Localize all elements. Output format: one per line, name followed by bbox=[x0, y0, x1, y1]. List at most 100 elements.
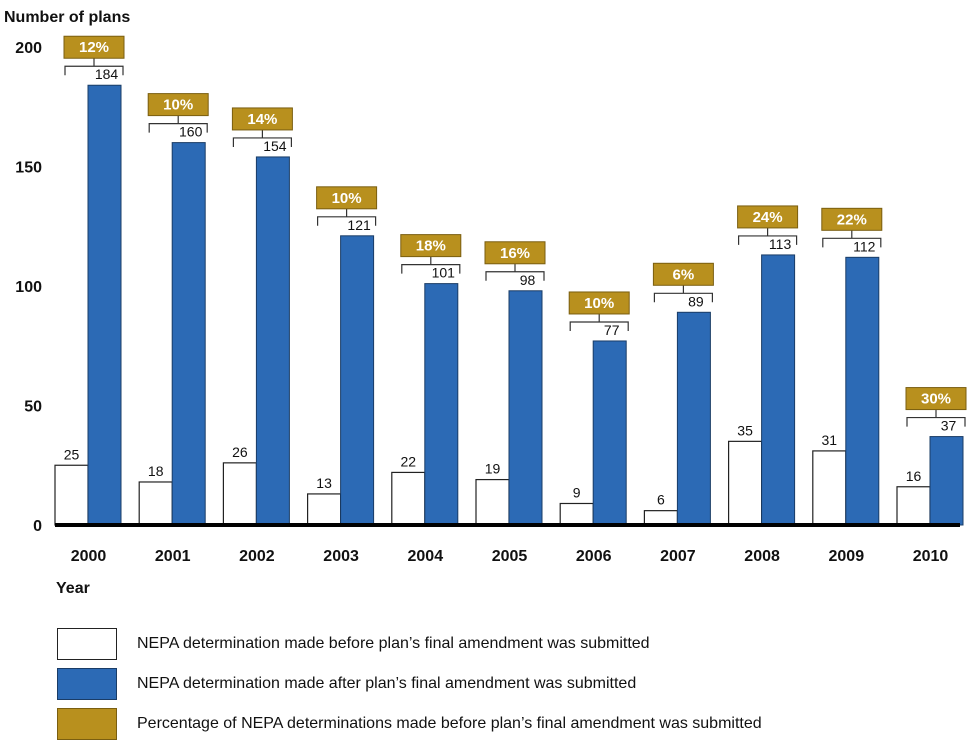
percentage-box bbox=[737, 205, 799, 229]
percentage-label: 10% bbox=[163, 97, 193, 114]
data-label-after: 37 bbox=[941, 418, 957, 434]
data-label-before: 19 bbox=[485, 461, 501, 477]
bar-after bbox=[929, 436, 964, 526]
data-label-before: 31 bbox=[822, 432, 838, 448]
legend-item-after: NEPA determination made after plan’s fin… bbox=[57, 668, 917, 702]
x-axis-title: Year bbox=[56, 580, 90, 597]
data-label-after: 98 bbox=[520, 272, 536, 288]
data-label-before: 9 bbox=[573, 484, 581, 500]
legend-label-before: NEPA determination made before plan’s fi… bbox=[137, 635, 650, 652]
bar-after bbox=[340, 235, 375, 526]
legend-item-percentage: Percentage of NEPA determinations made b… bbox=[57, 708, 917, 742]
bar-before bbox=[138, 481, 173, 526]
percentage-label: 18% bbox=[416, 238, 446, 255]
percentage-bracket bbox=[485, 271, 545, 281]
y-tick-label: 50 bbox=[24, 399, 42, 416]
legend-swatch-before bbox=[57, 628, 117, 660]
bar-after bbox=[171, 142, 206, 526]
legend-swatch-after bbox=[57, 668, 117, 700]
legend-label-after: NEPA determination made after plan’s fin… bbox=[137, 675, 637, 692]
bar-before bbox=[643, 510, 679, 526]
percentage-label: 16% bbox=[500, 245, 530, 262]
percentage-label: 22% bbox=[837, 211, 867, 228]
percentage-box bbox=[821, 207, 883, 231]
x-axis-ticks: 2000 2001 2002 2003 2004 2005 2006 2007 2008 2009… bbox=[71, 548, 949, 565]
data-label-after: 154 bbox=[263, 138, 287, 154]
data-label-before: 6 bbox=[657, 492, 665, 508]
x-tick-label: 2006 bbox=[576, 548, 612, 565]
bar-after bbox=[592, 340, 627, 526]
data-label-after: 89 bbox=[688, 293, 704, 309]
percentage-box bbox=[316, 186, 378, 210]
legend-label-percentage: Percentage of NEPA determinations made b… bbox=[137, 715, 762, 732]
data-label-before: 22 bbox=[401, 453, 417, 469]
percentage-box bbox=[568, 291, 630, 315]
x-tick-label: 2007 bbox=[660, 548, 696, 565]
legend-swatch-percentage bbox=[57, 708, 117, 740]
x-tick-label: 2004 bbox=[408, 548, 444, 565]
percentage-box bbox=[231, 107, 293, 131]
y-tick-label: 200 bbox=[15, 40, 42, 57]
percentage-label: 30% bbox=[921, 391, 951, 408]
percentage-box bbox=[400, 234, 462, 258]
bar-before bbox=[54, 464, 89, 526]
data-label-after: 112 bbox=[853, 238, 876, 254]
percentage-label: 6% bbox=[673, 266, 695, 283]
bar-after bbox=[845, 256, 880, 526]
data-label-before: 25 bbox=[64, 446, 80, 462]
percentage-box bbox=[147, 93, 209, 117]
data-label-before: 13 bbox=[316, 475, 332, 491]
bar-before bbox=[307, 493, 342, 526]
y-tick-label: 150 bbox=[15, 160, 42, 177]
bar-after bbox=[255, 156, 290, 526]
value-labels-group: 25 184 18 160 26 154 13 121 22 101 19 98 9 77 6 89 35 113… bbox=[64, 66, 957, 507]
percentage-label: 10% bbox=[332, 190, 362, 207]
bar-after bbox=[761, 254, 796, 526]
data-label-before: 35 bbox=[737, 422, 753, 438]
percentage-label: 10% bbox=[584, 295, 614, 312]
bar-before bbox=[727, 440, 763, 526]
x-tick-label: 2002 bbox=[239, 548, 275, 565]
x-tick-label: 2003 bbox=[323, 548, 359, 565]
percentage-box bbox=[63, 35, 125, 59]
bar-after bbox=[87, 84, 122, 526]
data-label-after: 160 bbox=[179, 124, 203, 140]
data-label-after: 121 bbox=[347, 217, 371, 233]
data-label-before: 26 bbox=[232, 444, 248, 460]
data-label-after: 101 bbox=[432, 265, 456, 281]
percentage-box bbox=[905, 387, 967, 411]
bars-group bbox=[54, 84, 964, 526]
bar-after bbox=[508, 290, 543, 526]
data-label-before: 18 bbox=[148, 463, 164, 479]
x-tick-label: 2009 bbox=[829, 548, 865, 565]
bar-before bbox=[812, 450, 847, 526]
y-axis-title: Number of plans bbox=[4, 9, 130, 26]
bar-before bbox=[475, 478, 510, 526]
x-tick-label: 2001 bbox=[155, 548, 191, 565]
bar-before bbox=[559, 502, 594, 526]
legend-item-before: NEPA determination made before plan’s fi… bbox=[57, 628, 917, 662]
bar-after bbox=[424, 283, 459, 526]
x-tick-label: 2008 bbox=[744, 548, 780, 565]
percentage-brackets-group: 12% 10% 14% 10% 18% 16% 10% 6% 24% 22% 30% bbox=[63, 35, 967, 427]
bar-after bbox=[676, 311, 711, 526]
percentage-label: 14% bbox=[247, 111, 277, 128]
y-tick-label: 100 bbox=[15, 279, 42, 296]
x-tick-label: 2000 bbox=[71, 548, 107, 565]
percentage-box bbox=[652, 262, 714, 286]
data-label-after: 113 bbox=[769, 236, 792, 252]
percentage-label: 24% bbox=[753, 209, 783, 226]
bar-before bbox=[391, 471, 426, 526]
percentage-bracket bbox=[569, 321, 629, 331]
y-axis-ticks: 0 50 100 150 200 bbox=[15, 40, 42, 535]
y-tick-label: 0 bbox=[33, 518, 42, 535]
data-label-after: 184 bbox=[95, 66, 119, 82]
bar-before bbox=[222, 462, 257, 526]
bar-before bbox=[896, 486, 931, 526]
data-label-after: 77 bbox=[604, 322, 620, 338]
data-label-before: 16 bbox=[906, 468, 922, 484]
percentage-label: 12% bbox=[79, 39, 109, 56]
x-tick-label: 2010 bbox=[913, 548, 949, 565]
x-tick-label: 2005 bbox=[492, 548, 528, 565]
